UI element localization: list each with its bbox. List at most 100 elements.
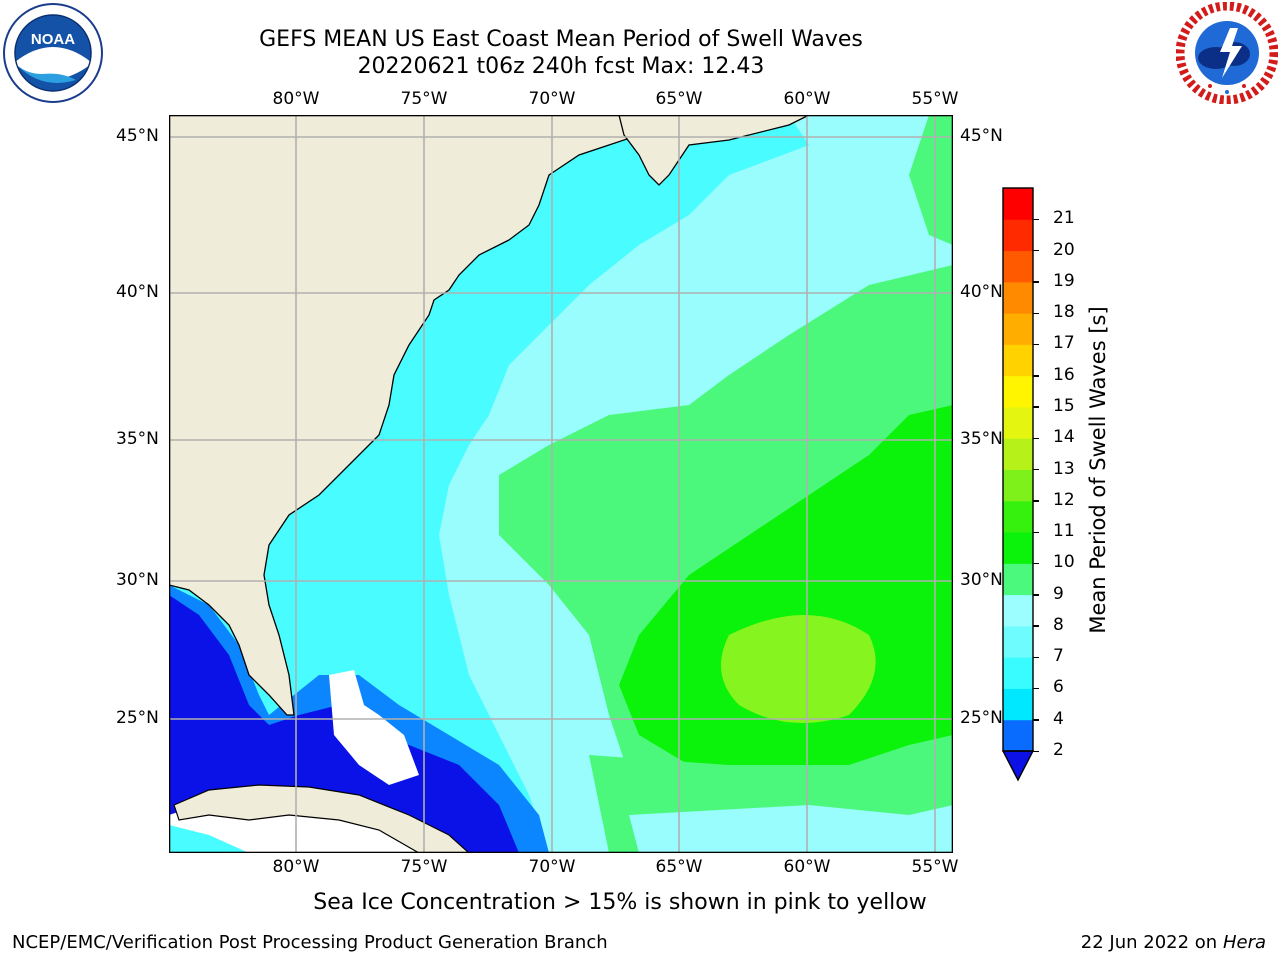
colorbar-tick-label: 13	[1053, 458, 1075, 479]
colorbar-tick-label: 20	[1053, 239, 1075, 260]
lat-label-right-45n: 45°N	[960, 126, 1003, 146]
colorbar-extend-low	[1001, 750, 1035, 782]
lat-label-right-35n: 35°N	[960, 429, 1003, 449]
colorbar-tick-mark	[1033, 375, 1039, 377]
chart-title: GEFS MEAN US East Coast Mean Period of S…	[259, 27, 863, 52]
graticule	[169, 115, 953, 853]
colorbar-tick-mark	[1033, 562, 1039, 565]
ocean-cyan-southwest	[169, 825, 249, 853]
colorbar-tick-mark	[1033, 687, 1039, 690]
no-data-bahamas	[329, 670, 419, 785]
ocean-palecyan-south	[629, 805, 953, 853]
colorbar-segment	[1003, 406, 1033, 439]
colorbar-tick-label: 10	[1053, 552, 1075, 573]
colorbar-segment	[1003, 438, 1033, 470]
colorbar-segment	[1003, 688, 1033, 721]
colorbar-segment	[1003, 657, 1033, 689]
colorbar-tick-mark	[1033, 437, 1039, 440]
land-cuba	[173, 784, 470, 853]
lat-label-left-30n: 30°N	[116, 570, 159, 590]
colorbar-tick-label: 6	[1053, 677, 1064, 698]
ocean-lightgreen-northeast	[909, 115, 953, 245]
colorbar-tick-mark	[1033, 750, 1039, 752]
colorbar-tick-mark	[1033, 594, 1039, 596]
colorbar-tick-label: 19	[1053, 270, 1075, 291]
colorbar-tick-mark	[1033, 218, 1039, 221]
colorbar-tick-label: 9	[1053, 583, 1064, 604]
colorbar-segment	[1003, 532, 1033, 564]
colorbar-tick-label: 18	[1053, 302, 1075, 323]
land-new-england	[618, 115, 810, 186]
colorbar-segment	[1003, 344, 1033, 377]
colorbar-tick-mark	[1033, 500, 1039, 502]
noaa-logo: NOAA	[3, 3, 103, 103]
colorbar-tick-label: 14	[1053, 427, 1075, 448]
lon-label-bottom-70w: 70°W	[528, 857, 576, 877]
colorbar-segment	[1003, 594, 1033, 627]
colorbar-segment	[1003, 375, 1033, 408]
colorbar-tick-mark	[1033, 469, 1039, 471]
colorbar-tick-mark	[1033, 656, 1039, 659]
colorbar-segment	[1003, 219, 1033, 252]
colorbar-tick-label: 15	[1053, 395, 1075, 416]
land-us-east-coast	[169, 115, 651, 716]
colorbar-segment	[1003, 469, 1033, 502]
lon-label-top-65w: 65°W	[655, 89, 703, 109]
colorbar-segment	[1003, 250, 1033, 283]
colorbar-tick-mark	[1033, 250, 1039, 252]
colorbar-tick-mark	[1033, 281, 1039, 283]
generation-date: 22 Jun 2022 on	[1080, 932, 1218, 953]
lon-label-top-75w: 75°W	[400, 89, 448, 109]
colorbar-tick-label: 17	[1053, 333, 1075, 354]
lon-label-top-70w: 70°W	[528, 89, 576, 109]
lat-label-left-25n: 25°N	[116, 708, 159, 728]
lat-label-right-25n: 25°N	[960, 708, 1003, 728]
lon-label-bottom-65w: 65°W	[655, 857, 703, 877]
sea-ice-note: Sea Ice Concentration > 15% is shown in …	[0, 890, 1280, 915]
colorbar-tick-label: 7	[1053, 646, 1064, 667]
colorbar-tick-label: 11	[1053, 521, 1075, 542]
colorbar-tick-mark	[1033, 531, 1039, 533]
lon-label-top-55w: 55°W	[911, 89, 959, 109]
lon-label-bottom-55w: 55°W	[911, 857, 959, 877]
lon-label-bottom-75w: 75°W	[400, 857, 448, 877]
colorbar-segment	[1003, 500, 1033, 533]
lat-label-left-40n: 40°N	[116, 282, 159, 302]
colorbar-segment	[1003, 625, 1033, 658]
generation-host: Hera	[1222, 932, 1266, 953]
lon-label-top-80w: 80°W	[272, 89, 320, 109]
nws-logo	[1176, 2, 1278, 104]
colorbar-label: Mean Period of Swell Waves [s]	[1086, 306, 1110, 634]
colorbar-tick-mark	[1033, 312, 1039, 314]
colorbar-tick-mark	[1033, 343, 1039, 346]
lat-label-left-45n: 45°N	[116, 126, 159, 146]
colorbar-tick-label: 21	[1053, 208, 1075, 229]
lat-label-left-35n: 35°N	[116, 429, 159, 449]
sea-ice-note-text: Sea Ice Concentration > 15% is shown in …	[313, 890, 927, 915]
lon-label-bottom-60w: 60°W	[783, 857, 831, 877]
colorbar-tick-label: 8	[1053, 614, 1064, 635]
svg-text:NOAA: NOAA	[31, 31, 75, 48]
colorbar-tick-mark	[1033, 719, 1039, 721]
lat-label-right-40n: 40°N	[960, 282, 1003, 302]
colorbar-tick-mark	[1033, 406, 1039, 408]
producer-credit: NCEP/EMC/Verification Post Processing Pr…	[12, 932, 608, 953]
swell-period-map	[169, 115, 953, 853]
colorbar-segment	[1003, 281, 1033, 314]
ocean-max-zone	[721, 615, 876, 723]
lon-label-top-60w: 60°W	[783, 89, 831, 109]
colorbar-tick-label: 4	[1053, 708, 1064, 729]
colorbar-tick-label: 12	[1053, 489, 1075, 510]
colorbar-tick-label: 16	[1053, 364, 1075, 385]
colorbar-tick-mark	[1033, 625, 1039, 627]
colorbar	[1001, 187, 1035, 782]
colorbar-segment	[1003, 188, 1033, 220]
lon-label-bottom-80w: 80°W	[272, 857, 320, 877]
colorbar-tick-label: 2	[1053, 740, 1064, 760]
chart-subtitle: 20220621 t06z 240h fcst Max: 12.43	[357, 54, 765, 79]
lat-label-right-30n: 30°N	[960, 570, 1003, 590]
colorbar-segment	[1003, 563, 1033, 596]
generation-stamp: 22 Jun 2022 on Hera	[1081, 932, 1266, 953]
colorbar-segment	[1003, 313, 1033, 345]
colorbar-segment	[1003, 719, 1033, 752]
